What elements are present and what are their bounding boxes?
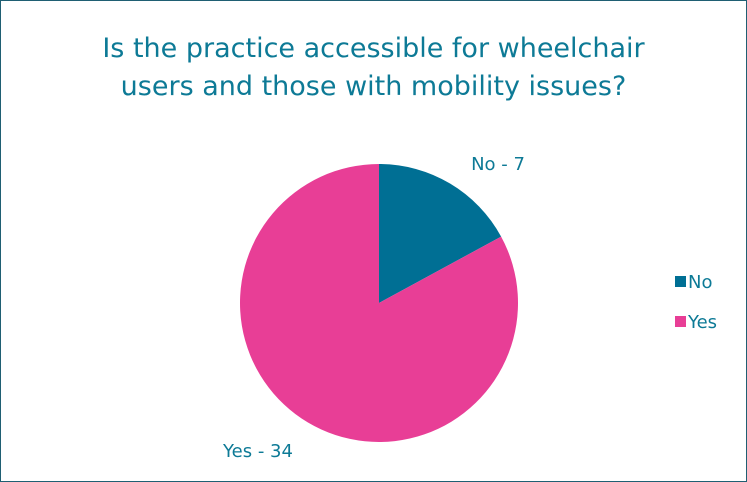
data-label-no: No - 7 xyxy=(471,154,525,175)
chart-title-line-2: users and those with mobility issues? xyxy=(120,71,627,102)
legend-label-no: No xyxy=(688,272,712,293)
chart-title-line-1: Is the practice accessible for wheelchai… xyxy=(102,33,645,64)
data-label-yes: Yes - 34 xyxy=(222,441,293,462)
legend: No Yes xyxy=(675,272,717,333)
pie-slice-no xyxy=(379,164,502,303)
pie-slice-yes xyxy=(240,164,519,443)
chart-title: Is the practice accessible for wheelchai… xyxy=(0,30,747,106)
pie-slices xyxy=(240,164,519,443)
legend-swatch-no xyxy=(675,276,686,287)
legend-swatch-yes xyxy=(675,316,686,327)
data-labels: No - 7 Yes - 34 xyxy=(222,154,525,462)
legend-label-yes: Yes xyxy=(687,312,717,333)
